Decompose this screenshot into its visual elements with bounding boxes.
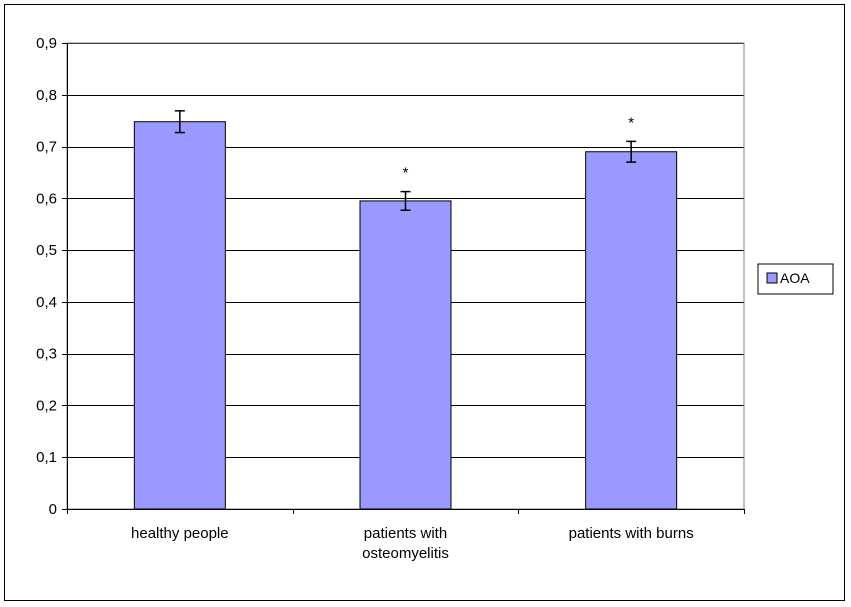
y-tick-label: 0,4 bbox=[36, 294, 57, 311]
y-tick-label: 0,3 bbox=[36, 346, 57, 363]
y-tick-label: 0,6 bbox=[36, 190, 57, 207]
y-tick-label: 0,8 bbox=[36, 87, 57, 104]
bar bbox=[359, 200, 452, 510]
y-tick-label: 0,7 bbox=[36, 139, 57, 156]
y-tick-label: 0,9 bbox=[36, 35, 57, 52]
legend: AOA bbox=[757, 263, 834, 295]
y-tick-label: 0 bbox=[49, 501, 57, 518]
significance-marker: * bbox=[628, 114, 634, 131]
y-tick-label: 0,5 bbox=[36, 242, 57, 259]
y-tick-labels: 0 0,1 0,2 0,3 0,4 0,5 0,6 0,7 0,8 0,9 bbox=[36, 35, 57, 518]
y-tick-label: 0,1 bbox=[36, 449, 57, 466]
y-tick-label: 0,2 bbox=[36, 397, 57, 414]
x-category-labels: healthy people patients with osteomyelitis… bbox=[131, 525, 694, 562]
bars: ** bbox=[133, 110, 678, 510]
x-category-label: healthy people bbox=[131, 525, 229, 542]
legend-label: AOA bbox=[780, 270, 810, 286]
significance-marker: * bbox=[403, 165, 409, 182]
x-category-label: patients with osteomyelitis bbox=[362, 525, 449, 562]
legend-swatch bbox=[766, 272, 778, 284]
bar bbox=[585, 151, 678, 510]
axes bbox=[62, 43, 745, 514]
x-category-label: patients with burns bbox=[569, 525, 694, 542]
bar bbox=[133, 121, 226, 510]
